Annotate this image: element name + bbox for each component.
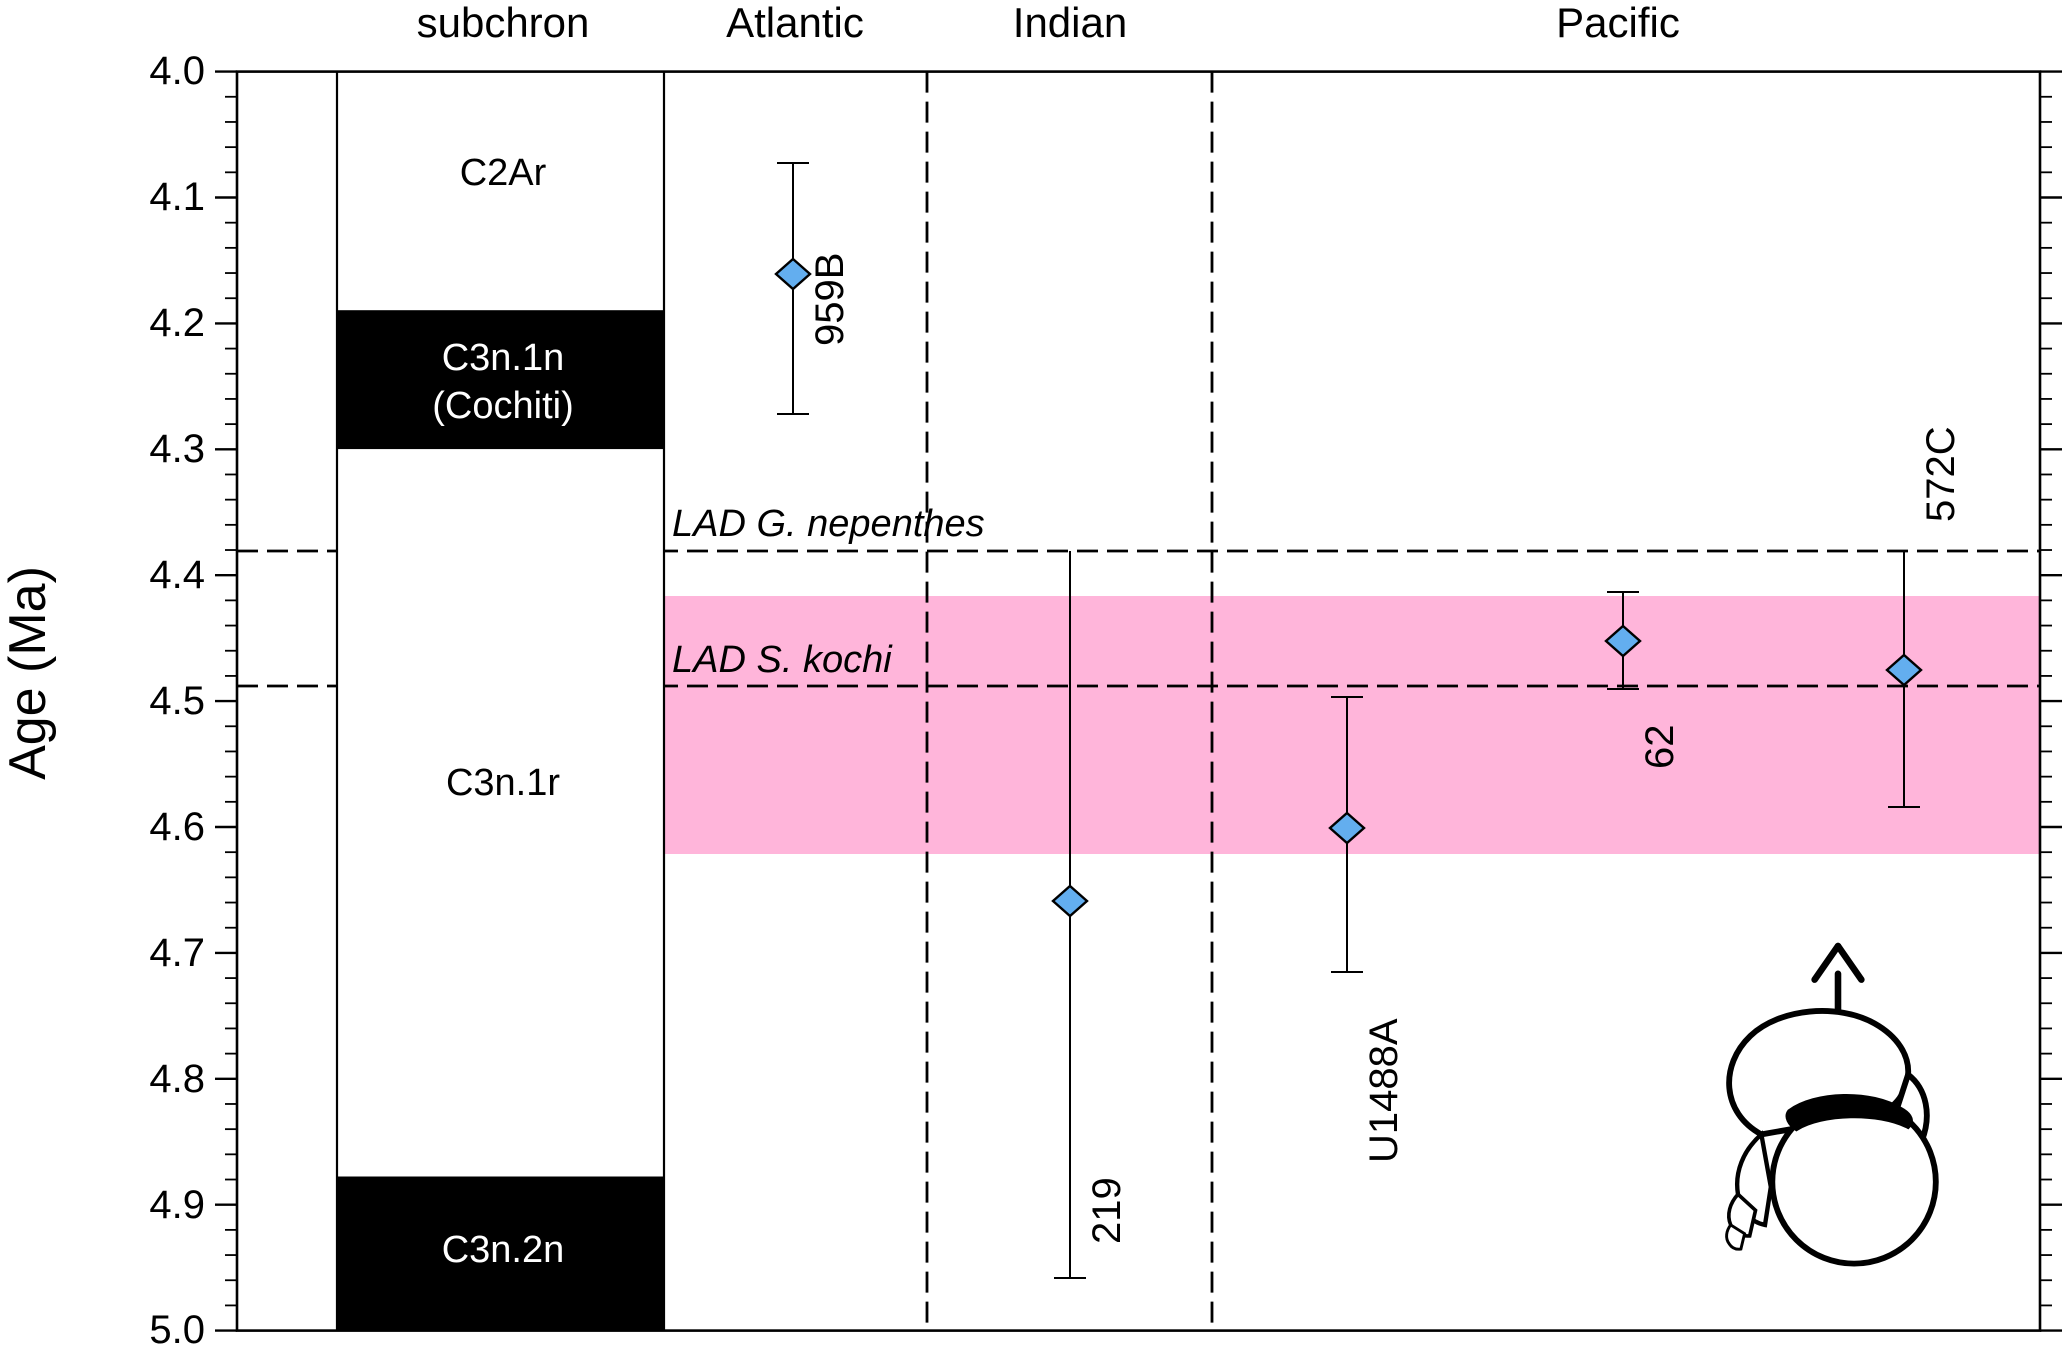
- svg-text:Age (Ma): Age (Ma): [0, 566, 57, 780]
- svg-text:(Cochiti): (Cochiti): [432, 385, 573, 427]
- svg-text:C3n.1n: C3n.1n: [442, 337, 565, 379]
- svg-text:959B: 959B: [808, 253, 852, 346]
- svg-text:572C: 572C: [1919, 426, 1963, 522]
- svg-text:C3n.2n: C3n.2n: [442, 1229, 565, 1271]
- svg-text:4.1: 4.1: [149, 175, 205, 219]
- svg-text:U1488A: U1488A: [1362, 1018, 1406, 1163]
- svg-text:C3n.1r: C3n.1r: [446, 762, 560, 804]
- svg-text:4.4: 4.4: [149, 553, 205, 597]
- svg-text:Atlantic: Atlantic: [726, 0, 864, 46]
- svg-text:subchron: subchron: [417, 0, 590, 46]
- svg-text:219: 219: [1085, 1177, 1129, 1244]
- svg-text:4.6: 4.6: [149, 805, 205, 849]
- svg-text:4.8: 4.8: [149, 1057, 205, 1101]
- svg-text:C2Ar: C2Ar: [460, 152, 547, 194]
- svg-text:Indian: Indian: [1013, 0, 1127, 46]
- svg-text:4.7: 4.7: [149, 931, 205, 975]
- svg-text:4.0: 4.0: [149, 49, 205, 93]
- svg-text:4.5: 4.5: [149, 679, 205, 723]
- svg-text:4.2: 4.2: [149, 301, 205, 345]
- svg-text:LAD G. nepenthes: LAD G. nepenthes: [672, 503, 985, 545]
- svg-text:Pacific: Pacific: [1556, 0, 1680, 46]
- svg-text:4.3: 4.3: [149, 427, 205, 471]
- svg-text:62: 62: [1638, 725, 1682, 770]
- svg-text:LAD S. kochi: LAD S. kochi: [672, 639, 893, 681]
- svg-text:4.9: 4.9: [149, 1183, 205, 1227]
- svg-text:5.0: 5.0: [149, 1308, 205, 1349]
